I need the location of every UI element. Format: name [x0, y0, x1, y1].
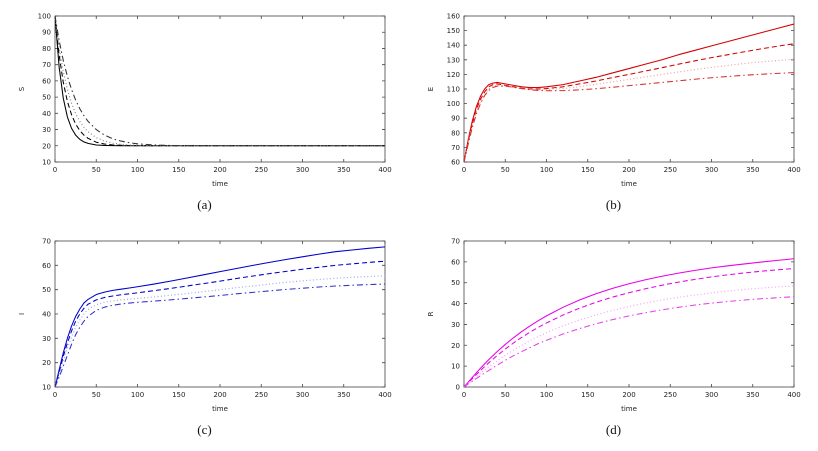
plot-e-vs-time	[421, 8, 806, 190]
panel-d-caption: (d)	[605, 422, 622, 437]
panel-a-caption: (a)	[197, 197, 212, 212]
plot-r-vs-time	[421, 233, 806, 415]
panel-d: (d)	[409, 225, 818, 451]
plot-i-vs-time	[12, 233, 397, 415]
panel-a: (a)	[0, 0, 409, 225]
plot-s-vs-time	[12, 8, 397, 190]
panel-c: (c)	[0, 225, 409, 451]
panel-b: (b)	[409, 0, 818, 225]
panel-c-caption: (c)	[197, 422, 212, 437]
panel-b-caption: (b)	[605, 197, 622, 212]
